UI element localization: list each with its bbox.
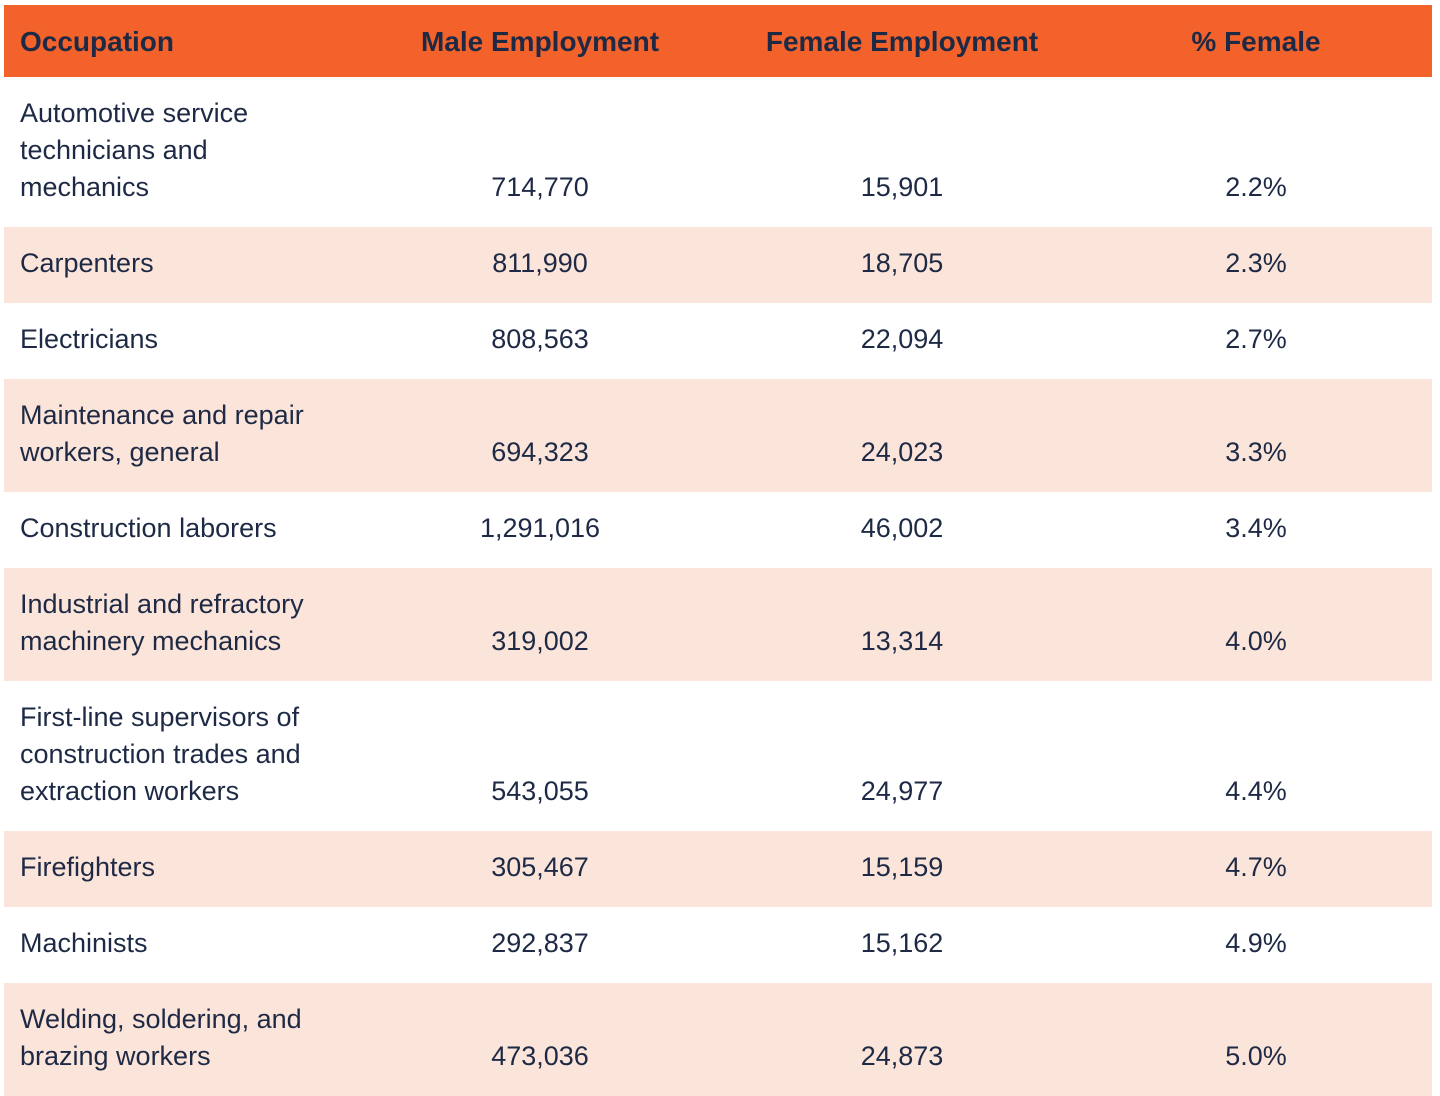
header-row: Occupation Male Employment Female Employ… <box>4 5 1432 77</box>
pct-female-cell: 5.0% <box>1080 983 1432 1096</box>
column-header-female-employment: Female Employment <box>724 5 1080 77</box>
female-employment-cell: 24,977 <box>724 681 1080 831</box>
male-employment-cell: 543,055 <box>356 681 724 831</box>
pct-female-cell: 2.3% <box>1080 227 1432 303</box>
occupation-cell: Construction laborers <box>4 492 356 568</box>
employment-table: Occupation Male Employment Female Employ… <box>4 5 1432 1096</box>
table-row: Carpenters 811,990 18,705 2.3% <box>4 227 1432 303</box>
male-employment-cell: 473,036 <box>356 983 724 1096</box>
pct-female-cell: 4.0% <box>1080 568 1432 681</box>
female-employment-cell: 15,162 <box>724 907 1080 983</box>
female-employment-cell: 15,901 <box>724 77 1080 227</box>
male-employment-cell: 714,770 <box>356 77 724 227</box>
pct-female-cell: 2.7% <box>1080 303 1432 379</box>
female-employment-cell: 24,023 <box>724 379 1080 492</box>
occupation-cell: First-line supervisors of construction t… <box>4 681 356 831</box>
occupation-cell: Automotive service technicians and mecha… <box>4 77 356 227</box>
male-employment-cell: 319,002 <box>356 568 724 681</box>
pct-female-cell: 3.4% <box>1080 492 1432 568</box>
column-header-male-employment: Male Employment <box>356 5 724 77</box>
occupation-cell: Welding, soldering, and brazing workers <box>4 983 356 1096</box>
male-employment-cell: 811,990 <box>356 227 724 303</box>
female-employment-cell: 24,873 <box>724 983 1080 1096</box>
table-row: Maintenance and repair workers, general … <box>4 379 1432 492</box>
table-row: First-line supervisors of construction t… <box>4 681 1432 831</box>
occupation-cell: Firefighters <box>4 831 356 907</box>
male-employment-cell: 305,467 <box>356 831 724 907</box>
pct-female-cell: 4.4% <box>1080 681 1432 831</box>
male-employment-cell: 292,837 <box>356 907 724 983</box>
occupation-cell: Carpenters <box>4 227 356 303</box>
occupation-cell: Electricians <box>4 303 356 379</box>
occupation-cell: Maintenance and repair workers, general <box>4 379 356 492</box>
male-employment-cell: 808,563 <box>356 303 724 379</box>
table-row: Machinists 292,837 15,162 4.9% <box>4 907 1432 983</box>
column-header-occupation: Occupation <box>4 5 356 77</box>
pct-female-cell: 4.7% <box>1080 831 1432 907</box>
male-employment-cell: 694,323 <box>356 379 724 492</box>
table-row: Welding, soldering, and brazing workers … <box>4 983 1432 1096</box>
female-employment-cell: 46,002 <box>724 492 1080 568</box>
table-row: Construction laborers 1,291,016 46,002 3… <box>4 492 1432 568</box>
table-row: Firefighters 305,467 15,159 4.7% <box>4 831 1432 907</box>
pct-female-cell: 3.3% <box>1080 379 1432 492</box>
female-employment-cell: 22,094 <box>724 303 1080 379</box>
table-row: Automotive service technicians and mecha… <box>4 77 1432 227</box>
pct-female-cell: 2.2% <box>1080 77 1432 227</box>
female-employment-cell: 18,705 <box>724 227 1080 303</box>
table-row: Electricians 808,563 22,094 2.7% <box>4 303 1432 379</box>
table-body: Automotive service technicians and mecha… <box>4 77 1432 1096</box>
table-header: Occupation Male Employment Female Employ… <box>4 5 1432 77</box>
table-row: Industrial and refractory machinery mech… <box>4 568 1432 681</box>
column-header-pct-female: % Female <box>1080 5 1432 77</box>
occupation-cell: Industrial and refractory machinery mech… <box>4 568 356 681</box>
female-employment-cell: 13,314 <box>724 568 1080 681</box>
pct-female-cell: 4.9% <box>1080 907 1432 983</box>
male-employment-cell: 1,291,016 <box>356 492 724 568</box>
female-employment-cell: 15,159 <box>724 831 1080 907</box>
occupation-cell: Machinists <box>4 907 356 983</box>
